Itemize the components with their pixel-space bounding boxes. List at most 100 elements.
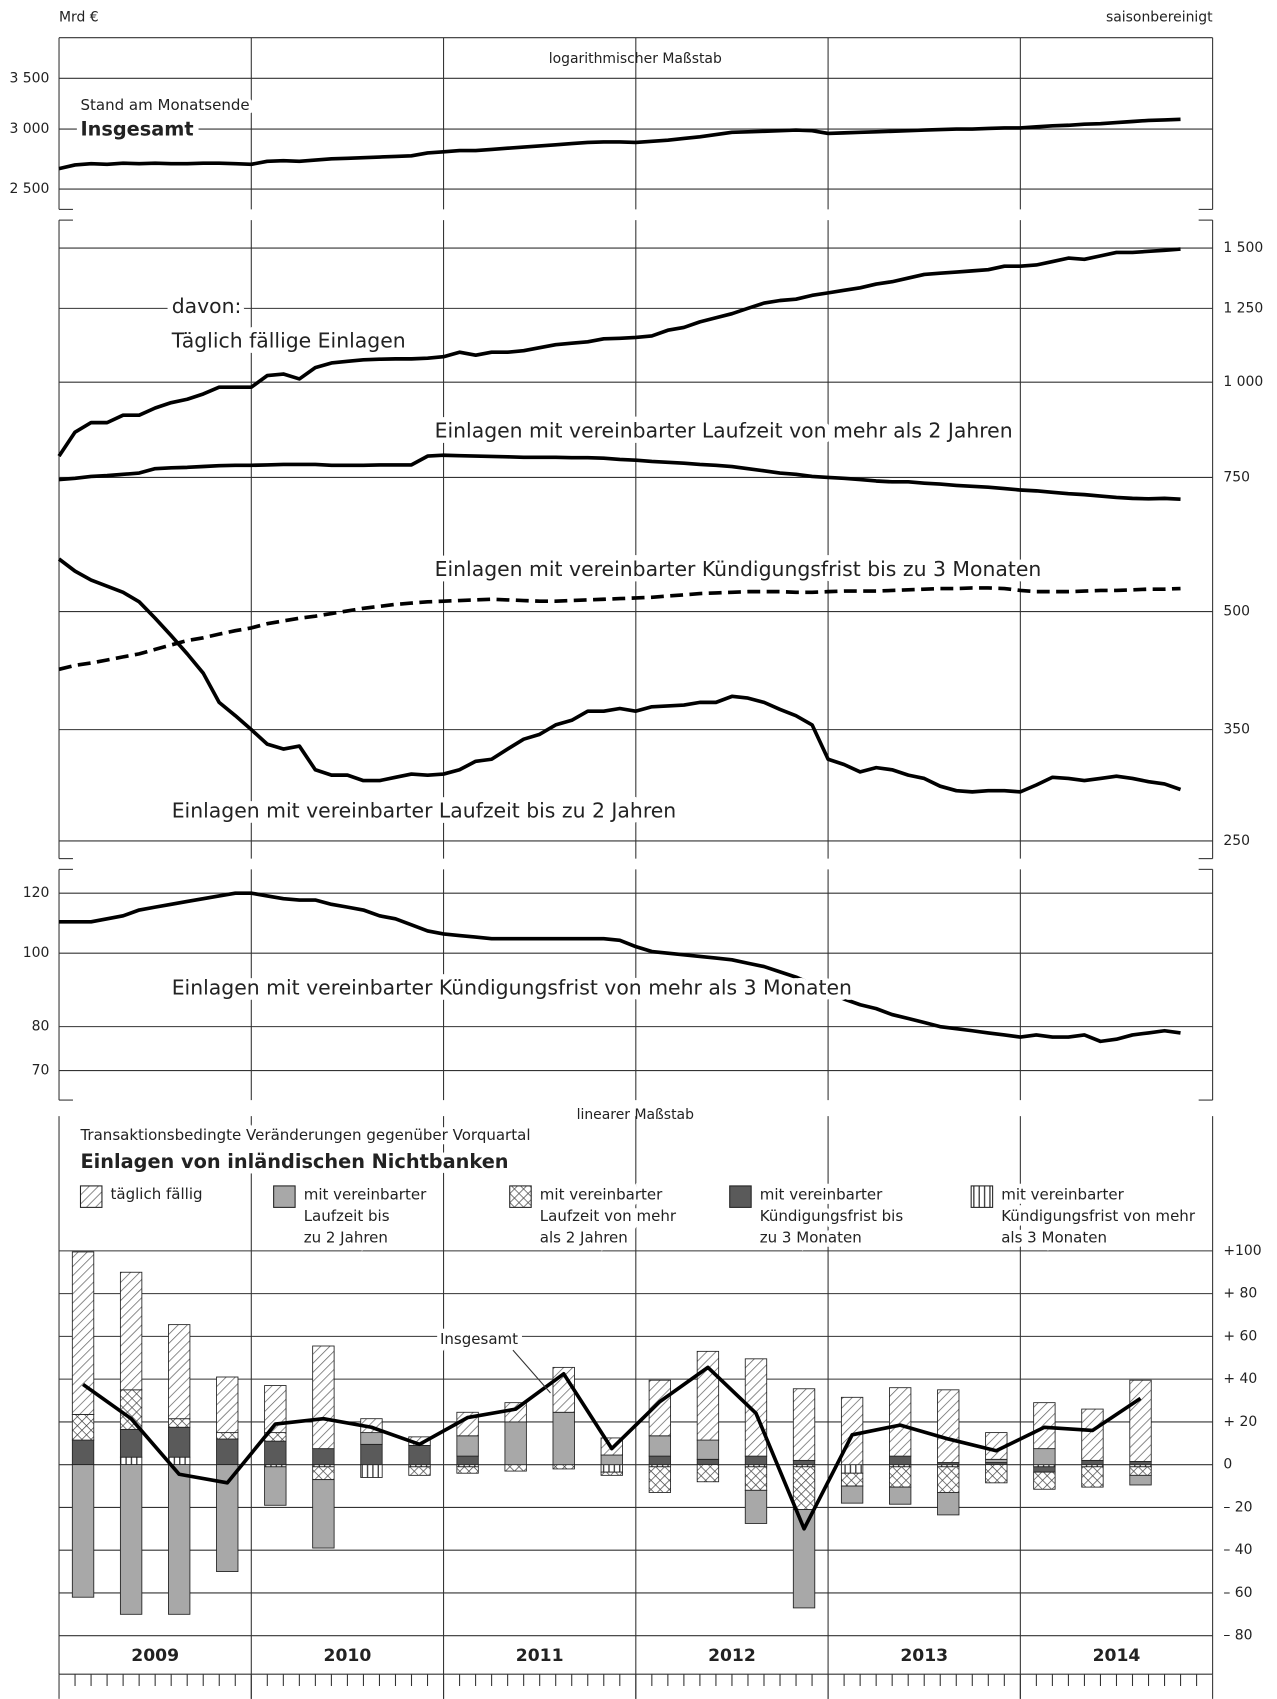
y-tick-label: – 40 [1223,1542,1252,1558]
y-tick-label: 0 [1223,1457,1232,1473]
bar-segment [168,1324,191,1420]
y-tick-label: 80 [32,1019,50,1035]
bar-segment [937,1466,960,1493]
bar-segment [216,1464,239,1572]
y-tick-label: 1 500 [1223,240,1263,256]
bar-segment [1081,1459,1104,1466]
bar-segment [312,1479,335,1549]
bar-segment [744,1466,768,1491]
bar-segment [216,1432,239,1440]
bar-segment [504,1421,527,1466]
x-tick-label: 2011 [516,1646,564,1666]
y-tick-label: + 40 [1223,1371,1257,1387]
data-line [58,453,1181,502]
bar-segment [1033,1471,1056,1490]
legend-label: mit vereinbarter Kündigungsfrist bis zu 3 … [760,1185,904,1246]
series-label: Einlagen mit vereinbarter Laufzeit von m… [435,419,1013,443]
x-tick-label: 2009 [131,1646,179,1666]
scale-note: linearer Maßstab [577,1107,694,1123]
series-label: Täglich fällige Einlagen [171,328,406,352]
bar-segment [456,1455,479,1466]
legend-swatch [79,1185,103,1208]
y-tick-label: – 20 [1223,1499,1252,1515]
bar-segment [1081,1466,1104,1488]
bar-segment [744,1358,768,1457]
bar-segment [216,1438,239,1466]
bar-segment [119,1271,143,1391]
bar-segment [744,1455,768,1466]
bar-segment [456,1435,479,1457]
x-tick-label: 2013 [900,1646,948,1666]
bar-segment [71,1439,95,1466]
bar-segment [312,1466,335,1481]
bar-segment [792,1388,816,1461]
subtitle: Stand am Monatsende [80,96,249,114]
y-tick-label: – 80 [1223,1628,1252,1644]
bar-segment [1129,1466,1152,1476]
bar-segment [456,1466,479,1474]
unit-label: Mrd € [59,9,99,25]
y-tick-label: +100 [1223,1243,1261,1259]
series-label: Einlagen mit vereinbarter Kündigungsfris… [172,975,852,999]
x-tick-label: 2014 [1093,1646,1141,1666]
annotation-leader [512,1349,551,1394]
scale-note: logarithmischer Maßstab [549,51,722,67]
bar-segment [552,1464,575,1470]
legend-swatch [509,1185,532,1208]
y-tick-label: 500 [1223,604,1250,620]
bar-segment [792,1459,816,1466]
bar-segment [889,1466,912,1488]
bar-segment [840,1485,864,1504]
series-label: Einlagen mit vereinbarter Kündigungsfris… [435,557,1042,581]
legend-swatch [273,1185,296,1208]
legend-label: täglich fällig [111,1185,203,1203]
bar-segment [1129,1379,1152,1462]
bar-segment [360,1432,383,1445]
bar-segment [264,1440,287,1466]
subtitle: Transaktionsbedingte Veränderungen gegen… [79,1126,530,1144]
data-line [82,1365,1142,1531]
bar-segment [264,1466,287,1506]
bar-segment [600,1454,623,1466]
y-tick-label: 250 [1223,833,1250,849]
y-tick-label: + 80 [1223,1286,1257,1302]
bar-segment [696,1439,720,1460]
y-tick-label: 3 000 [9,121,49,137]
bar-segment [552,1411,575,1466]
bar-segment [1033,1448,1056,1466]
bar-segment [168,1418,191,1428]
bar-segment [889,1486,912,1505]
x-tick-label: 2010 [324,1646,372,1666]
data-line [57,247,1181,458]
bar-segment [840,1464,864,1474]
y-tick-label: 1 250 [1223,300,1263,316]
y-tick-label: + 20 [1223,1414,1257,1430]
y-tick-label: 100 [23,945,50,961]
bar-segment [696,1350,720,1441]
bar-segment [408,1466,431,1476]
series-label: Insgesamt [80,117,193,140]
labels: logarithmischer Maßstab Stand am Monatse… [75,51,1200,1352]
y-tick-label: 1 000 [1223,374,1263,390]
bar-segment [1129,1461,1152,1466]
data-line [58,586,1181,672]
bar-segment [504,1464,527,1472]
legend-swatch [729,1185,752,1208]
bar-segment [840,1472,864,1487]
bar-segment [648,1466,672,1493]
legend-label: mit vereinbarter Kündigungsfrist von mehr… [1001,1185,1196,1246]
note: saisonbereinigt [1106,9,1213,25]
bar-segment [792,1509,816,1609]
bar-segment [71,1251,95,1415]
chart-title: Einlagen von inländischen Nichtbanken [80,1150,508,1173]
bar-segment [600,1471,623,1476]
bar-segment [71,1413,95,1441]
bar-segment [312,1448,335,1466]
bar-segment [119,1464,143,1615]
bar-segment [840,1396,864,1466]
y-tick-label: 120 [23,885,50,901]
bar-segment [792,1466,816,1510]
intro: davon: [172,294,242,318]
